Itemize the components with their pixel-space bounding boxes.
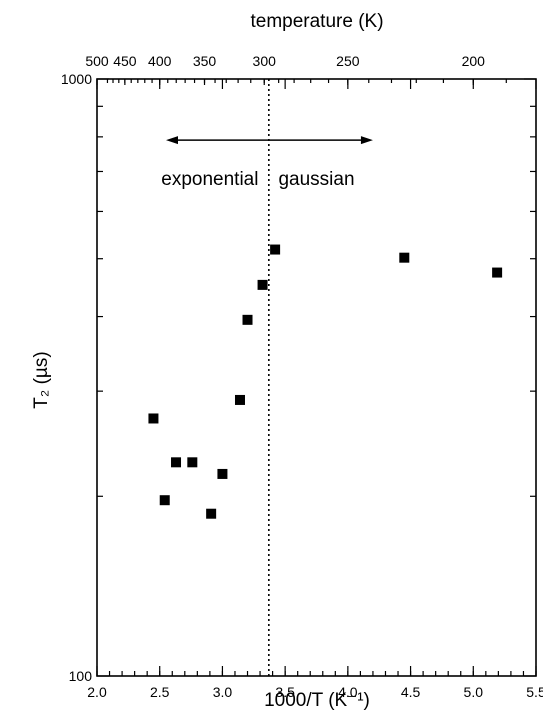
x-tick-label: 3.5 (275, 684, 295, 700)
x-tick-label: 5.5 (526, 684, 543, 700)
top-tick-label: 450 (113, 53, 137, 69)
data-point (234, 394, 245, 405)
data-point (206, 508, 217, 519)
plot-frame (96, 78, 537, 677)
data-point (148, 413, 159, 424)
y-axis-title: T₂ (µs) (31, 351, 52, 408)
x-tick-label: 4.5 (401, 684, 421, 700)
x-tick-label: 3.0 (213, 684, 233, 700)
x-tick-label: 2.5 (150, 684, 170, 700)
arrowhead-left (165, 136, 178, 145)
x-tick-label: 2.0 (87, 684, 107, 700)
tick-labels: 2.0 2.5 3.0 3.5 4.0 4.5 5.0 5.5 500 450 400 350 300 2… (61, 53, 543, 700)
top-tick-label: 500 (85, 53, 109, 69)
top-tick-label: 200 (462, 53, 486, 69)
x-tick-label: 4.0 (338, 684, 358, 700)
annotation-label: gaussian (278, 169, 354, 190)
top-tick-label: 250 (336, 53, 360, 69)
data-point (270, 244, 281, 255)
data-point (187, 457, 198, 468)
data-point (257, 279, 268, 290)
data-point (399, 252, 410, 263)
top-tick-label: 300 (253, 53, 277, 69)
data-point (492, 267, 503, 278)
data-point (171, 457, 182, 468)
top-axis-title: temperature (K) (250, 11, 383, 32)
arrowhead-right (360, 136, 373, 145)
x-axis-title: 1000/T (K⁻¹) (264, 690, 370, 711)
annotation-label: exponential (161, 169, 258, 190)
data-points (148, 244, 503, 519)
axis-ticks (96, 78, 537, 677)
data-point (217, 468, 228, 479)
data-point (242, 314, 253, 325)
annotations: exponential gaussian (161, 79, 373, 676)
data-point (159, 495, 170, 506)
y-tick-label: 1000 (61, 71, 92, 87)
y-tick-label: 100 (69, 668, 93, 684)
top-tick-label: 350 (193, 53, 217, 69)
x-tick-label: 5.0 (464, 684, 484, 700)
top-tick-label: 400 (148, 53, 172, 69)
